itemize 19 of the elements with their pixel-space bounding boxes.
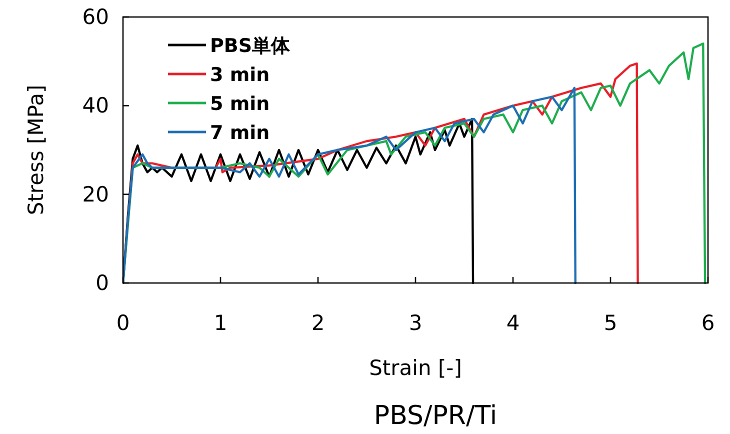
y-axis-title: Stress [MPa]	[24, 84, 48, 216]
x-axis-title: Strain [-]	[369, 356, 462, 380]
y-tick-label: 60	[82, 5, 109, 29]
y-tick-label: 0	[96, 271, 109, 295]
legend-label: 3 min	[210, 64, 270, 86]
y-tick-label: 40	[82, 94, 109, 118]
x-tick-label: 1	[214, 311, 228, 335]
x-tick-label: 4	[506, 311, 520, 335]
x-tick-label: 5	[604, 311, 618, 335]
legend-label: PBS単体	[210, 35, 292, 57]
x-tick-label: 6	[701, 311, 715, 335]
legend-label: 7 min	[210, 122, 270, 144]
line-series	[123, 86, 576, 284]
x-tick-label: 2	[311, 311, 325, 335]
y-tick-label: 20	[82, 182, 109, 206]
text: PBS/PR/Ti	[374, 401, 498, 431]
legend-label: 5 min	[210, 93, 270, 115]
x-tick-label: 3	[408, 311, 422, 335]
x-tick-label: 0	[116, 311, 130, 335]
